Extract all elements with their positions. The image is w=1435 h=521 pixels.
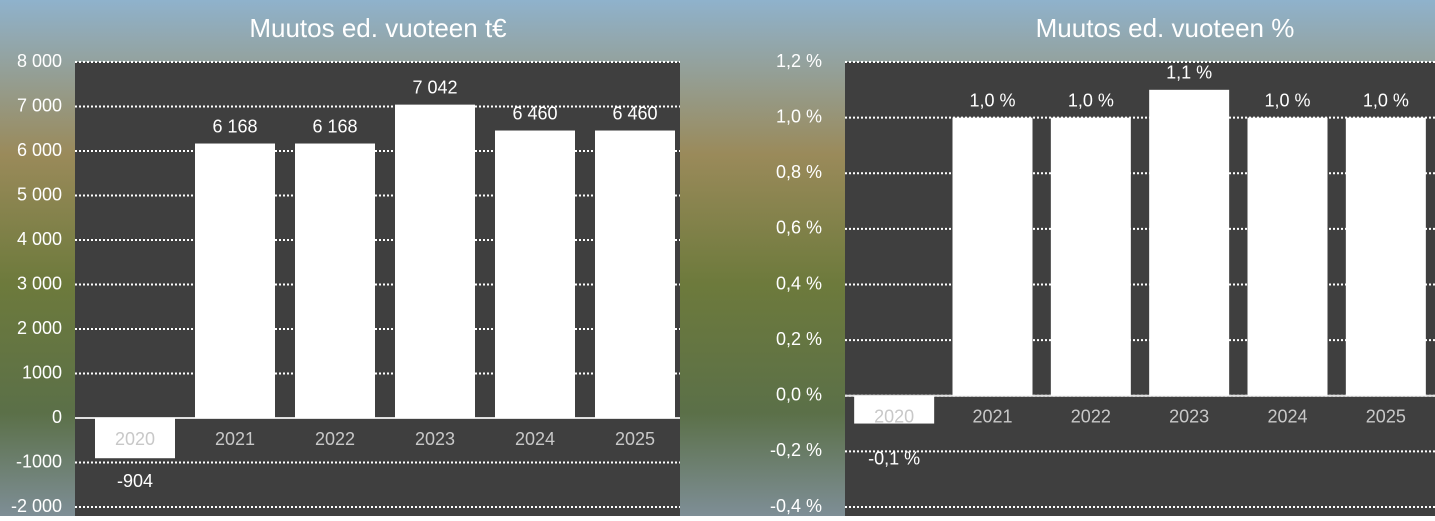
bar	[854, 395, 935, 424]
y-tick-label: 1,2 %	[776, 51, 822, 71]
y-tick-label: -2 000	[11, 496, 62, 516]
chart-title: Muutos ed. vuoteen t€	[249, 13, 507, 43]
x-tick-label: 2024	[1267, 407, 1307, 427]
value-label: 1,0 %	[1264, 90, 1310, 110]
x-tick-label: 2023	[415, 429, 455, 449]
value-label: -904	[117, 471, 153, 491]
y-tick-label: 3 000	[17, 273, 62, 293]
value-label: 7 042	[412, 77, 457, 97]
y-tick-label: -0,4 %	[770, 496, 822, 516]
y-tick-label: 7 000	[17, 95, 62, 115]
y-tick-label: 1000	[22, 362, 62, 382]
value-label: 1,0 %	[1363, 90, 1409, 110]
x-tick-label: 2025	[615, 429, 655, 449]
x-tick-label: 2022	[1071, 407, 1111, 427]
x-tick-label: 2020	[115, 429, 155, 449]
y-tick-label: 5 000	[17, 184, 62, 204]
bar	[1050, 117, 1131, 396]
bar	[1149, 89, 1230, 396]
chart-title: Muutos ed. vuoteen %	[1036, 13, 1295, 43]
x-tick-label: 2021	[215, 429, 255, 449]
x-tick-label: 2024	[515, 429, 555, 449]
bar	[295, 143, 375, 419]
x-tick-label: 2025	[1366, 407, 1406, 427]
value-label: -0,1 %	[868, 449, 920, 469]
bar	[952, 117, 1033, 396]
y-tick-label: -1000	[16, 451, 62, 471]
bar	[595, 130, 675, 418]
y-tick-label: 0,8 %	[776, 162, 822, 182]
y-tick-label: 0,2 %	[776, 329, 822, 349]
value-label: 6 168	[212, 116, 257, 136]
bar	[95, 418, 175, 459]
plot-area	[845, 62, 1435, 516]
bar	[395, 104, 475, 419]
x-tick-label: 2020	[874, 407, 914, 427]
value-label: 1,0 %	[1068, 90, 1114, 110]
bar	[495, 130, 575, 418]
y-tick-label: 0,6 %	[776, 218, 822, 238]
x-tick-label: 2023	[1169, 407, 1209, 427]
y-tick-label: 4 000	[17, 229, 62, 249]
y-tick-label: 1,0 %	[776, 106, 822, 126]
bar	[1247, 117, 1328, 396]
plot-area	[75, 62, 680, 516]
y-tick-label: 8 000	[17, 51, 62, 71]
value-label: 1,1 %	[1166, 63, 1212, 83]
x-tick-label: 2021	[972, 407, 1012, 427]
x-tick-label: 2022	[315, 429, 355, 449]
value-label: 6 460	[612, 103, 657, 123]
bar	[1345, 117, 1426, 396]
y-tick-label: 2 000	[17, 318, 62, 338]
y-tick-label: 0	[52, 407, 62, 427]
y-tick-label: 0,0 %	[776, 385, 822, 405]
y-tick-label: 0,4 %	[776, 273, 822, 293]
y-tick-label: -0,2 %	[770, 440, 822, 460]
value-label: 1,0 %	[969, 90, 1015, 110]
y-tick-label: 6 000	[17, 140, 62, 160]
bar	[195, 143, 275, 419]
value-label: 6 460	[512, 103, 557, 123]
value-label: 6 168	[312, 116, 357, 136]
